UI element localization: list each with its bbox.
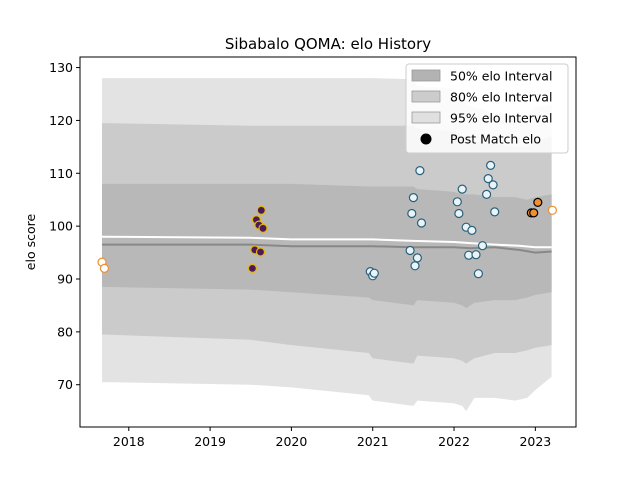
match-point bbox=[477, 241, 488, 251]
legend-label: 95% elo Interval bbox=[450, 111, 552, 126]
legend-entry: 80% elo Interval bbox=[411, 90, 552, 105]
match-point bbox=[256, 205, 266, 215]
axes-frame bbox=[79, 56, 577, 428]
chart-title: Sibabalo QOMA: elo History bbox=[225, 35, 431, 53]
y-tick-label: 80 bbox=[57, 324, 73, 339]
match-point bbox=[547, 205, 558, 215]
legend-marker bbox=[420, 133, 432, 145]
legend-entry: 50% elo Interval bbox=[411, 69, 552, 84]
x-tick-label: 2023 bbox=[519, 434, 551, 449]
legend-swatch bbox=[411, 69, 441, 82]
y-tick-label: 100 bbox=[49, 219, 73, 234]
match-point bbox=[407, 208, 417, 219]
match-point bbox=[408, 193, 418, 203]
match-point bbox=[258, 223, 268, 233]
legend-entry: Post Match elo bbox=[420, 132, 541, 147]
match-point bbox=[482, 189, 492, 199]
median-elo-line bbox=[101, 235, 552, 249]
y-tick-label: 70 bbox=[57, 377, 73, 392]
match-point bbox=[486, 160, 496, 170]
match-point bbox=[415, 166, 425, 176]
match-series-0 bbox=[97, 205, 558, 273]
match-point bbox=[405, 245, 415, 256]
x-tick-label: 2022 bbox=[438, 434, 470, 449]
legend-label: 80% elo Interval bbox=[450, 90, 552, 105]
match-point bbox=[255, 247, 266, 257]
legend: 50% elo Interval 80% elo Interval 95% elo … bbox=[405, 63, 569, 154]
match-point bbox=[533, 197, 543, 207]
x-tick-label: 2018 bbox=[113, 434, 145, 449]
match-point bbox=[412, 253, 422, 263]
match-point bbox=[467, 225, 477, 235]
y-tick-label: 90 bbox=[57, 272, 73, 287]
match-point bbox=[529, 208, 539, 218]
legend-swatch bbox=[411, 111, 441, 124]
match-series-1 bbox=[247, 205, 268, 273]
y-tick-label: 110 bbox=[49, 166, 73, 181]
match-point bbox=[454, 208, 464, 219]
match-point bbox=[457, 184, 467, 194]
legend-label: Post Match elo bbox=[450, 132, 541, 147]
match-point bbox=[452, 197, 462, 207]
y-axis-label: elo score bbox=[23, 214, 38, 271]
legend-box bbox=[405, 63, 569, 154]
y-tick-label: 130 bbox=[49, 60, 73, 75]
match-point bbox=[483, 174, 493, 184]
legend-label: 50% elo Interval bbox=[450, 69, 552, 84]
match-point bbox=[416, 218, 427, 228]
plot-area bbox=[97, 78, 558, 412]
legend-swatch bbox=[411, 90, 441, 103]
x-axis: 2018 2019 2020 2021 2022 2023 bbox=[113, 427, 551, 449]
match-point bbox=[490, 207, 500, 217]
match-series-3 bbox=[526, 197, 543, 218]
x-tick-label: 2021 bbox=[357, 434, 389, 449]
match-point bbox=[369, 268, 379, 278]
match-series-2 bbox=[365, 160, 500, 281]
match-point bbox=[471, 250, 481, 260]
x-tick-label: 2019 bbox=[194, 434, 226, 449]
match-point bbox=[247, 263, 257, 273]
match-point bbox=[410, 261, 420, 271]
match-point bbox=[99, 263, 110, 273]
x-tick-label: 2020 bbox=[276, 434, 308, 449]
mean-elo-line bbox=[102, 243, 552, 254]
match-point bbox=[473, 269, 483, 279]
y-tick-label: 120 bbox=[49, 113, 73, 128]
y-axis: 70 80 90 100 110 120 130 bbox=[49, 60, 80, 392]
legend-entry: 95% elo Interval bbox=[411, 111, 552, 126]
match-point bbox=[488, 180, 498, 190]
